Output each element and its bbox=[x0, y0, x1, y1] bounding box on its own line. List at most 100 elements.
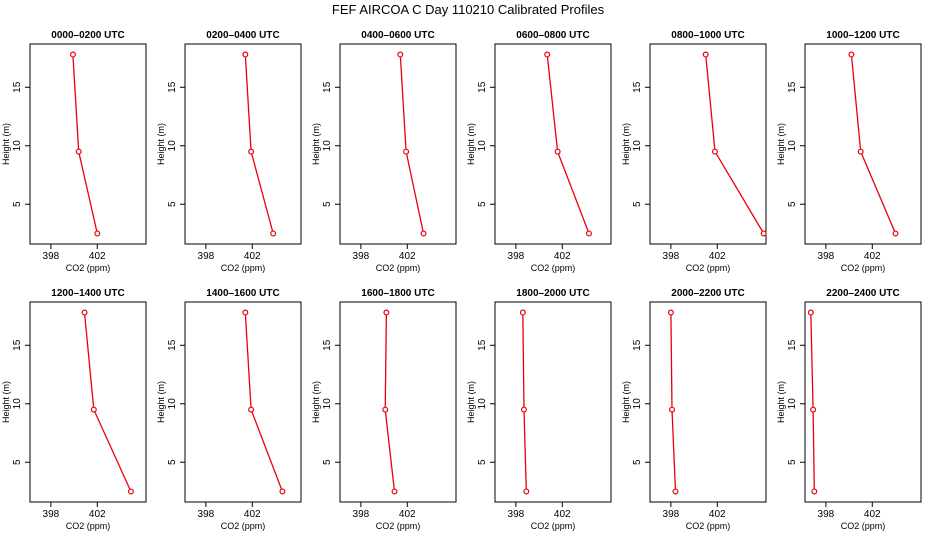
profile-line bbox=[384, 312, 396, 492]
x-axis-label: CO2 (ppm) bbox=[376, 521, 421, 531]
x-tick-label: 402 bbox=[244, 509, 261, 520]
panel-title: 1400–1600 UTC bbox=[206, 288, 279, 299]
y-axis-label: Height (m) bbox=[1, 123, 11, 165]
y-axis-label: Height (m) bbox=[776, 123, 786, 165]
data-point bbox=[519, 309, 526, 316]
x-tick-label: 402 bbox=[399, 251, 416, 262]
data-point bbox=[248, 148, 255, 155]
plot-frame bbox=[29, 43, 147, 245]
plot-frame bbox=[184, 301, 302, 503]
x-tick-label: 402 bbox=[399, 509, 416, 520]
profile-panel: 1200–1400 UTC 398 402 5 10 15 CO2 (ppm) Height … bbox=[1, 288, 147, 531]
x-axis-label: CO2 (ppm) bbox=[531, 521, 576, 531]
panel-title: 1200–1400 UTC bbox=[51, 288, 124, 299]
data-point bbox=[711, 148, 718, 155]
plot-frame bbox=[804, 301, 922, 503]
x-tick-label: 398 bbox=[353, 509, 370, 520]
y-tick-label: 10 bbox=[787, 140, 798, 152]
y-axis-label: Height (m) bbox=[156, 381, 166, 423]
data-point bbox=[848, 51, 855, 58]
data-point bbox=[520, 406, 527, 413]
panel-title: 1600–1800 UTC bbox=[361, 288, 434, 299]
y-axis-label: Height (m) bbox=[621, 381, 631, 423]
data-point bbox=[127, 488, 134, 495]
x-tick-label: 398 bbox=[198, 251, 215, 262]
y-tick-label: 10 bbox=[787, 398, 798, 410]
profile-line bbox=[810, 312, 815, 492]
x-tick-label: 398 bbox=[508, 509, 525, 520]
y-axis-label: Height (m) bbox=[311, 381, 321, 423]
y-axis-label: Height (m) bbox=[466, 381, 476, 423]
x-axis-label: CO2 (ppm) bbox=[66, 521, 111, 531]
profile-panel: 2000–2200 UTC 398 402 5 10 15 CO2 (ppm) Height … bbox=[621, 288, 767, 531]
profile-line bbox=[83, 312, 132, 492]
y-tick-label: 5 bbox=[167, 201, 178, 207]
data-point bbox=[702, 51, 709, 58]
profile-panel: 0800–1000 UTC 398 402 5 10 15 CO2 (ppm) Height … bbox=[621, 30, 767, 273]
x-tick-label: 398 bbox=[508, 251, 525, 262]
data-point bbox=[90, 406, 97, 413]
y-tick-label: 5 bbox=[322, 201, 333, 207]
x-tick-label: 402 bbox=[89, 251, 106, 262]
y-tick-label: 15 bbox=[12, 81, 23, 93]
y-tick-label: 5 bbox=[322, 459, 333, 465]
data-point bbox=[669, 406, 676, 413]
panel-title: 1800–2000 UTC bbox=[516, 288, 589, 299]
y-tick-label: 10 bbox=[12, 140, 23, 152]
y-tick-label: 5 bbox=[12, 201, 23, 207]
x-axis-label: CO2 (ppm) bbox=[686, 263, 731, 273]
profile-panel: 0600–0800 UTC 398 402 5 10 15 CO2 (ppm) Height … bbox=[466, 30, 612, 273]
x-tick-label: 402 bbox=[709, 509, 726, 520]
y-tick-label: 15 bbox=[322, 81, 333, 93]
y-tick-label: 5 bbox=[477, 459, 488, 465]
y-axis-label: Height (m) bbox=[311, 123, 321, 165]
data-point bbox=[554, 148, 561, 155]
data-point bbox=[391, 488, 398, 495]
data-point bbox=[94, 230, 101, 237]
data-point bbox=[672, 488, 679, 495]
data-point bbox=[585, 230, 592, 237]
x-tick-label: 398 bbox=[43, 509, 60, 520]
x-axis-label: CO2 (ppm) bbox=[221, 521, 266, 531]
panel-title: 0600–0800 UTC bbox=[516, 30, 589, 41]
y-tick-label: 10 bbox=[477, 140, 488, 152]
y-tick-label: 15 bbox=[12, 339, 23, 351]
x-tick-label: 402 bbox=[244, 251, 261, 262]
profile-line bbox=[72, 54, 98, 234]
y-tick-label: 15 bbox=[167, 339, 178, 351]
data-point bbox=[270, 230, 277, 237]
data-point bbox=[544, 51, 551, 58]
data-point bbox=[892, 230, 899, 237]
x-tick-label: 402 bbox=[864, 509, 881, 520]
panel-title: 0800–1000 UTC bbox=[671, 30, 744, 41]
y-tick-label: 15 bbox=[477, 81, 488, 93]
y-tick-label: 5 bbox=[632, 459, 643, 465]
y-tick-label: 10 bbox=[632, 140, 643, 152]
data-point bbox=[242, 51, 249, 58]
profile-line bbox=[850, 54, 897, 234]
profile-line bbox=[522, 312, 527, 492]
x-tick-label: 398 bbox=[198, 509, 215, 520]
y-tick-label: 5 bbox=[477, 201, 488, 207]
plot-frame bbox=[494, 301, 612, 503]
x-tick-label: 402 bbox=[554, 509, 571, 520]
data-point bbox=[383, 309, 390, 316]
y-tick-label: 15 bbox=[787, 339, 798, 351]
x-axis-label: CO2 (ppm) bbox=[221, 263, 266, 273]
y-tick-label: 10 bbox=[167, 398, 178, 410]
y-tick-label: 10 bbox=[322, 398, 333, 410]
y-axis-label: Height (m) bbox=[156, 123, 166, 165]
profile-panel: 0200–0400 UTC 398 402 5 10 15 CO2 (ppm) Height … bbox=[156, 30, 302, 273]
x-tick-label: 398 bbox=[43, 251, 60, 262]
data-point bbox=[667, 309, 674, 316]
x-tick-label: 402 bbox=[864, 251, 881, 262]
plot-frame bbox=[649, 301, 767, 503]
data-point bbox=[248, 406, 255, 413]
plot-frame bbox=[649, 43, 767, 245]
data-point bbox=[810, 406, 817, 413]
profile-line bbox=[244, 54, 274, 234]
data-point bbox=[811, 488, 818, 495]
profile-panel: 0000–0200 UTC 398 402 5 10 15 CO2 (ppm) Height … bbox=[1, 30, 147, 273]
data-point bbox=[807, 309, 814, 316]
y-tick-label: 10 bbox=[322, 140, 333, 152]
